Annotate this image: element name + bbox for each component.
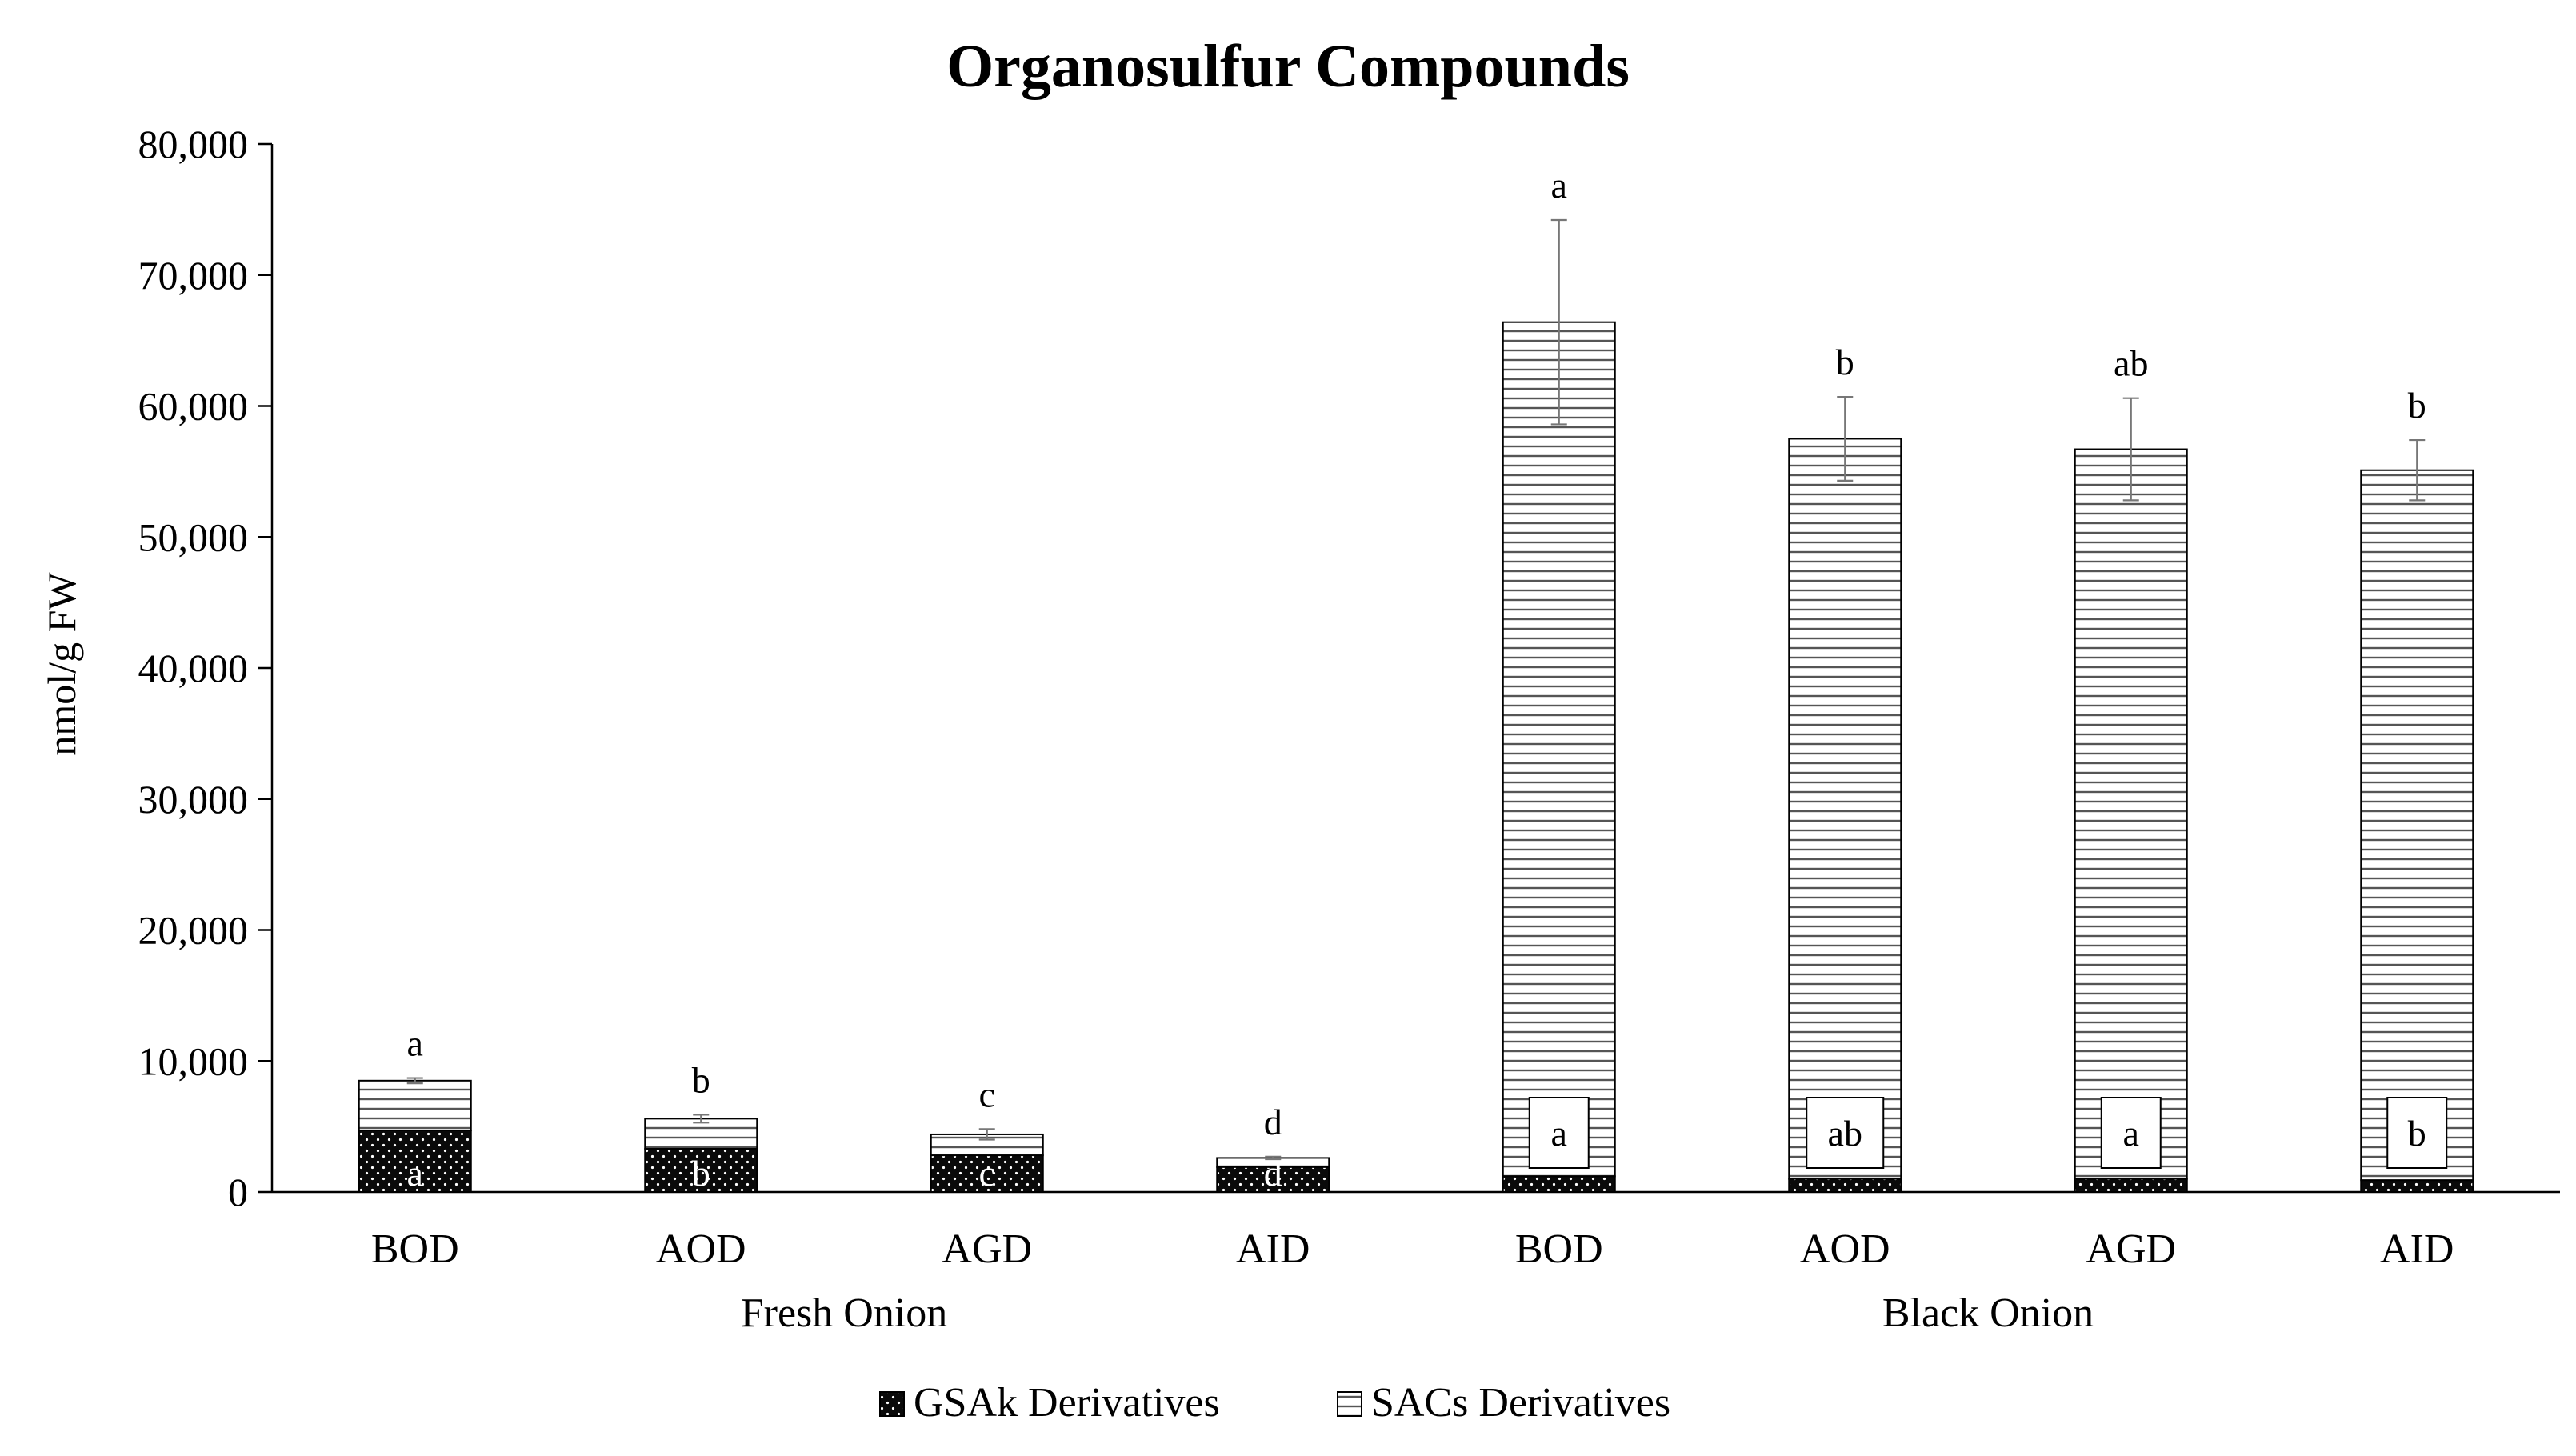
bar-gsak-derivatives <box>2074 1178 2188 1193</box>
bar-gsak-derivatives <box>644 1147 758 1194</box>
x-tick-labels: BOD AOD AGD AID BOD AOD AGD AID <box>371 1226 2454 1272</box>
significance-box-gsak <box>1528 1097 1590 1169</box>
y-tick-label: 20,000 <box>138 908 249 953</box>
bar-gsak-derivatives <box>930 1154 1044 1194</box>
bar-sacs-derivatives <box>1788 438 1902 1180</box>
legend-label-sacs: SACs Derivatives <box>1371 1380 1670 1426</box>
y-tick-label: 0 <box>228 1170 248 1214</box>
y-axis-label: nmol/g FW <box>39 572 84 756</box>
y-tick-label: 80,000 <box>138 122 249 166</box>
legend: GSAk Derivatives SACs Derivatives <box>879 1380 1670 1426</box>
y-tick-label: 60,000 <box>138 384 249 429</box>
significance-letter-gsak: b <box>2408 1113 2426 1154</box>
chart-title: Organosulfur Compounds <box>946 33 1630 100</box>
x-tick-label: AOD <box>656 1226 746 1272</box>
significance-letter-gsak: a <box>2123 1113 2139 1154</box>
significance-box-gsak <box>2386 1097 2448 1169</box>
significance-letter-gsak: ab <box>1828 1113 1862 1154</box>
x-tick-label: AID <box>1236 1226 1310 1272</box>
significance-letter-sacs: a <box>1551 165 1567 206</box>
y-tick-label: 40,000 <box>138 646 249 690</box>
group-label: Fresh Onion <box>741 1290 948 1336</box>
group-label: Black Onion <box>1882 1290 2094 1336</box>
y-tick-label: 50,000 <box>138 514 249 559</box>
x-tick-label: AGD <box>942 1226 1032 1272</box>
x-tick-label: BOD <box>1515 1226 1603 1272</box>
bar-sacs-derivatives <box>358 1079 472 1132</box>
bar-gsak-derivatives <box>1216 1166 1330 1193</box>
legend-swatch-gsak <box>879 1391 905 1417</box>
bar-gsak-derivatives <box>1502 1175 1616 1193</box>
significance-letter-gsak: a <box>407 1153 423 1194</box>
legend-swatch-sacs <box>1337 1391 1362 1417</box>
y-tick-label: 10,000 <box>138 1038 249 1083</box>
bar-gsak-derivatives <box>2360 1179 2474 1193</box>
significance-letter-sacs: d <box>1264 1102 1282 1142</box>
significance-box-gsak <box>2100 1097 2162 1169</box>
y-tick-label: 30,000 <box>138 777 249 822</box>
y-tick-label: 70,000 <box>138 253 249 298</box>
bar-sacs-derivatives <box>2074 448 2188 1180</box>
significance-letter-gsak: a <box>1551 1113 1567 1154</box>
legend-label-gsak: GSAk Derivatives <box>914 1380 1220 1426</box>
significance-letter-sacs: b <box>692 1059 710 1100</box>
significance-letter-sacs: b <box>2408 385 2426 426</box>
significance-letter-sacs: c <box>979 1074 995 1114</box>
bar-sacs-derivatives <box>2360 469 2474 1182</box>
significance-letter-sacs: a <box>407 1023 423 1064</box>
x-tick-label: AOD <box>1800 1226 1890 1272</box>
significance-letter-gsak: c <box>979 1153 995 1194</box>
significance-letter-gsak: b <box>692 1153 710 1194</box>
significance-letter-gsak: d <box>1264 1153 1282 1194</box>
group-labels: Fresh Onion Black Onion <box>741 1290 2094 1336</box>
bar-sacs-derivatives <box>644 1118 758 1150</box>
x-tick-label: BOD <box>371 1226 459 1272</box>
significance-letter-sacs: b <box>1836 342 1854 382</box>
x-tick-label: AID <box>2380 1226 2454 1272</box>
x-tick-label: AGD <box>2086 1226 2176 1272</box>
y-axis: 0 10,000 20,000 30,000 40,000 50,000 60,000 70,… <box>138 122 274 1214</box>
significance-box-gsak <box>1806 1097 1885 1169</box>
bar-sacs-derivatives <box>1502 321 1616 1178</box>
bar-gsak-derivatives <box>358 1130 472 1193</box>
significance-letter-sacs: ab <box>2114 343 2148 384</box>
bar-gsak-derivatives <box>1788 1178 1902 1193</box>
